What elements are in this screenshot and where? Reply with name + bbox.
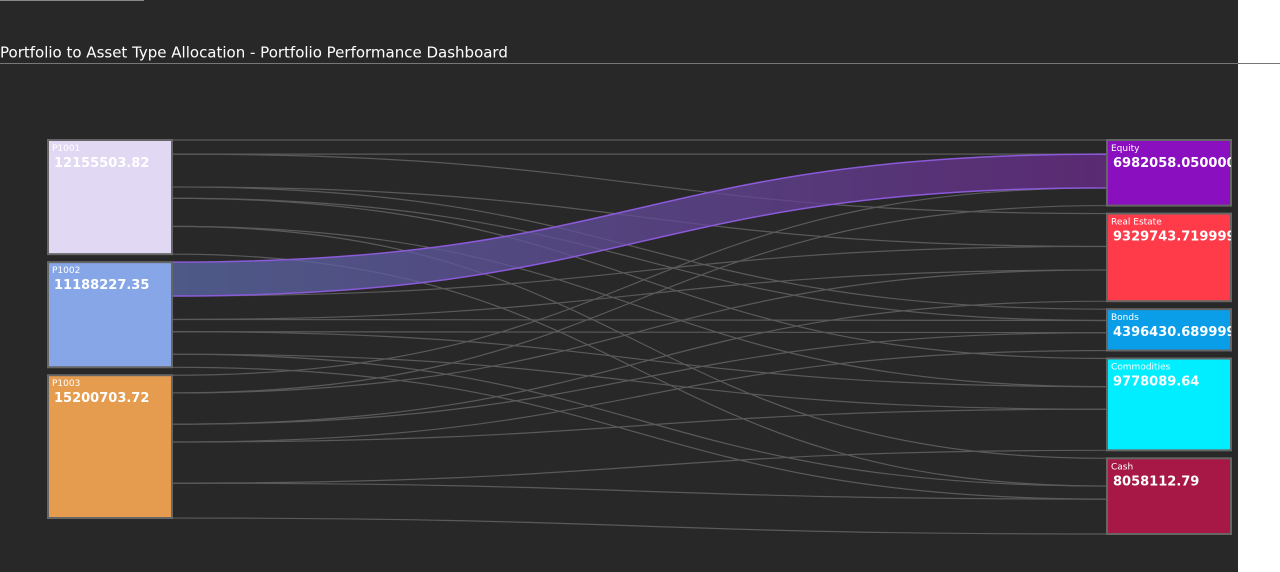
node-name: P1001: [52, 144, 80, 154]
node-labels: P1002 11188227.35: [52, 266, 149, 293]
node-labels: P1001 12155503.82: [52, 144, 149, 171]
node: [1106, 212, 1232, 303]
node-labels: Commodities 9778089.64: [1111, 362, 1199, 389]
node-name: P1003: [52, 379, 80, 389]
node: [1106, 308, 1232, 352]
node-labels: Equity 6982058.050000001: [1111, 144, 1263, 171]
node-value: 11188227.35: [54, 278, 149, 293]
node-value: 12155503.82: [54, 156, 149, 171]
nodes: P1001 12155503.82 P1002 11188227.35 P1003 152…: [47, 139, 1263, 536]
node-name: Real Estate: [1111, 218, 1162, 228]
node-value: 4396430.689999999: [1113, 325, 1263, 340]
node-name: Cash: [1111, 462, 1133, 472]
node-name: Bonds: [1111, 313, 1139, 323]
node: [1106, 139, 1232, 207]
node-name: Equity: [1111, 144, 1140, 154]
node: [1106, 357, 1232, 452]
node-labels: Bonds 4396430.689999999: [1111, 313, 1263, 340]
node: [1106, 457, 1232, 536]
node: [47, 374, 173, 519]
node-labels: Real Estate 9329743.719999999: [1111, 218, 1263, 245]
node: [47, 139, 173, 256]
node-value: 6982058.050000001: [1113, 156, 1263, 171]
node-value: 9329743.719999999: [1113, 230, 1263, 245]
node-name: Commodities: [1111, 362, 1171, 372]
node-value: 9778089.64: [1113, 374, 1199, 389]
node-value: 15200703.72: [54, 391, 149, 406]
node: [47, 261, 173, 369]
node-labels: Cash 8058112.79: [1111, 462, 1199, 489]
node-name: P1002: [52, 266, 80, 276]
node-labels: P1003 15200703.72: [52, 379, 149, 406]
node-value: 8058112.79: [1113, 474, 1199, 489]
chart-title: Portfolio to Asset Type Allocation - Por…: [0, 44, 508, 62]
